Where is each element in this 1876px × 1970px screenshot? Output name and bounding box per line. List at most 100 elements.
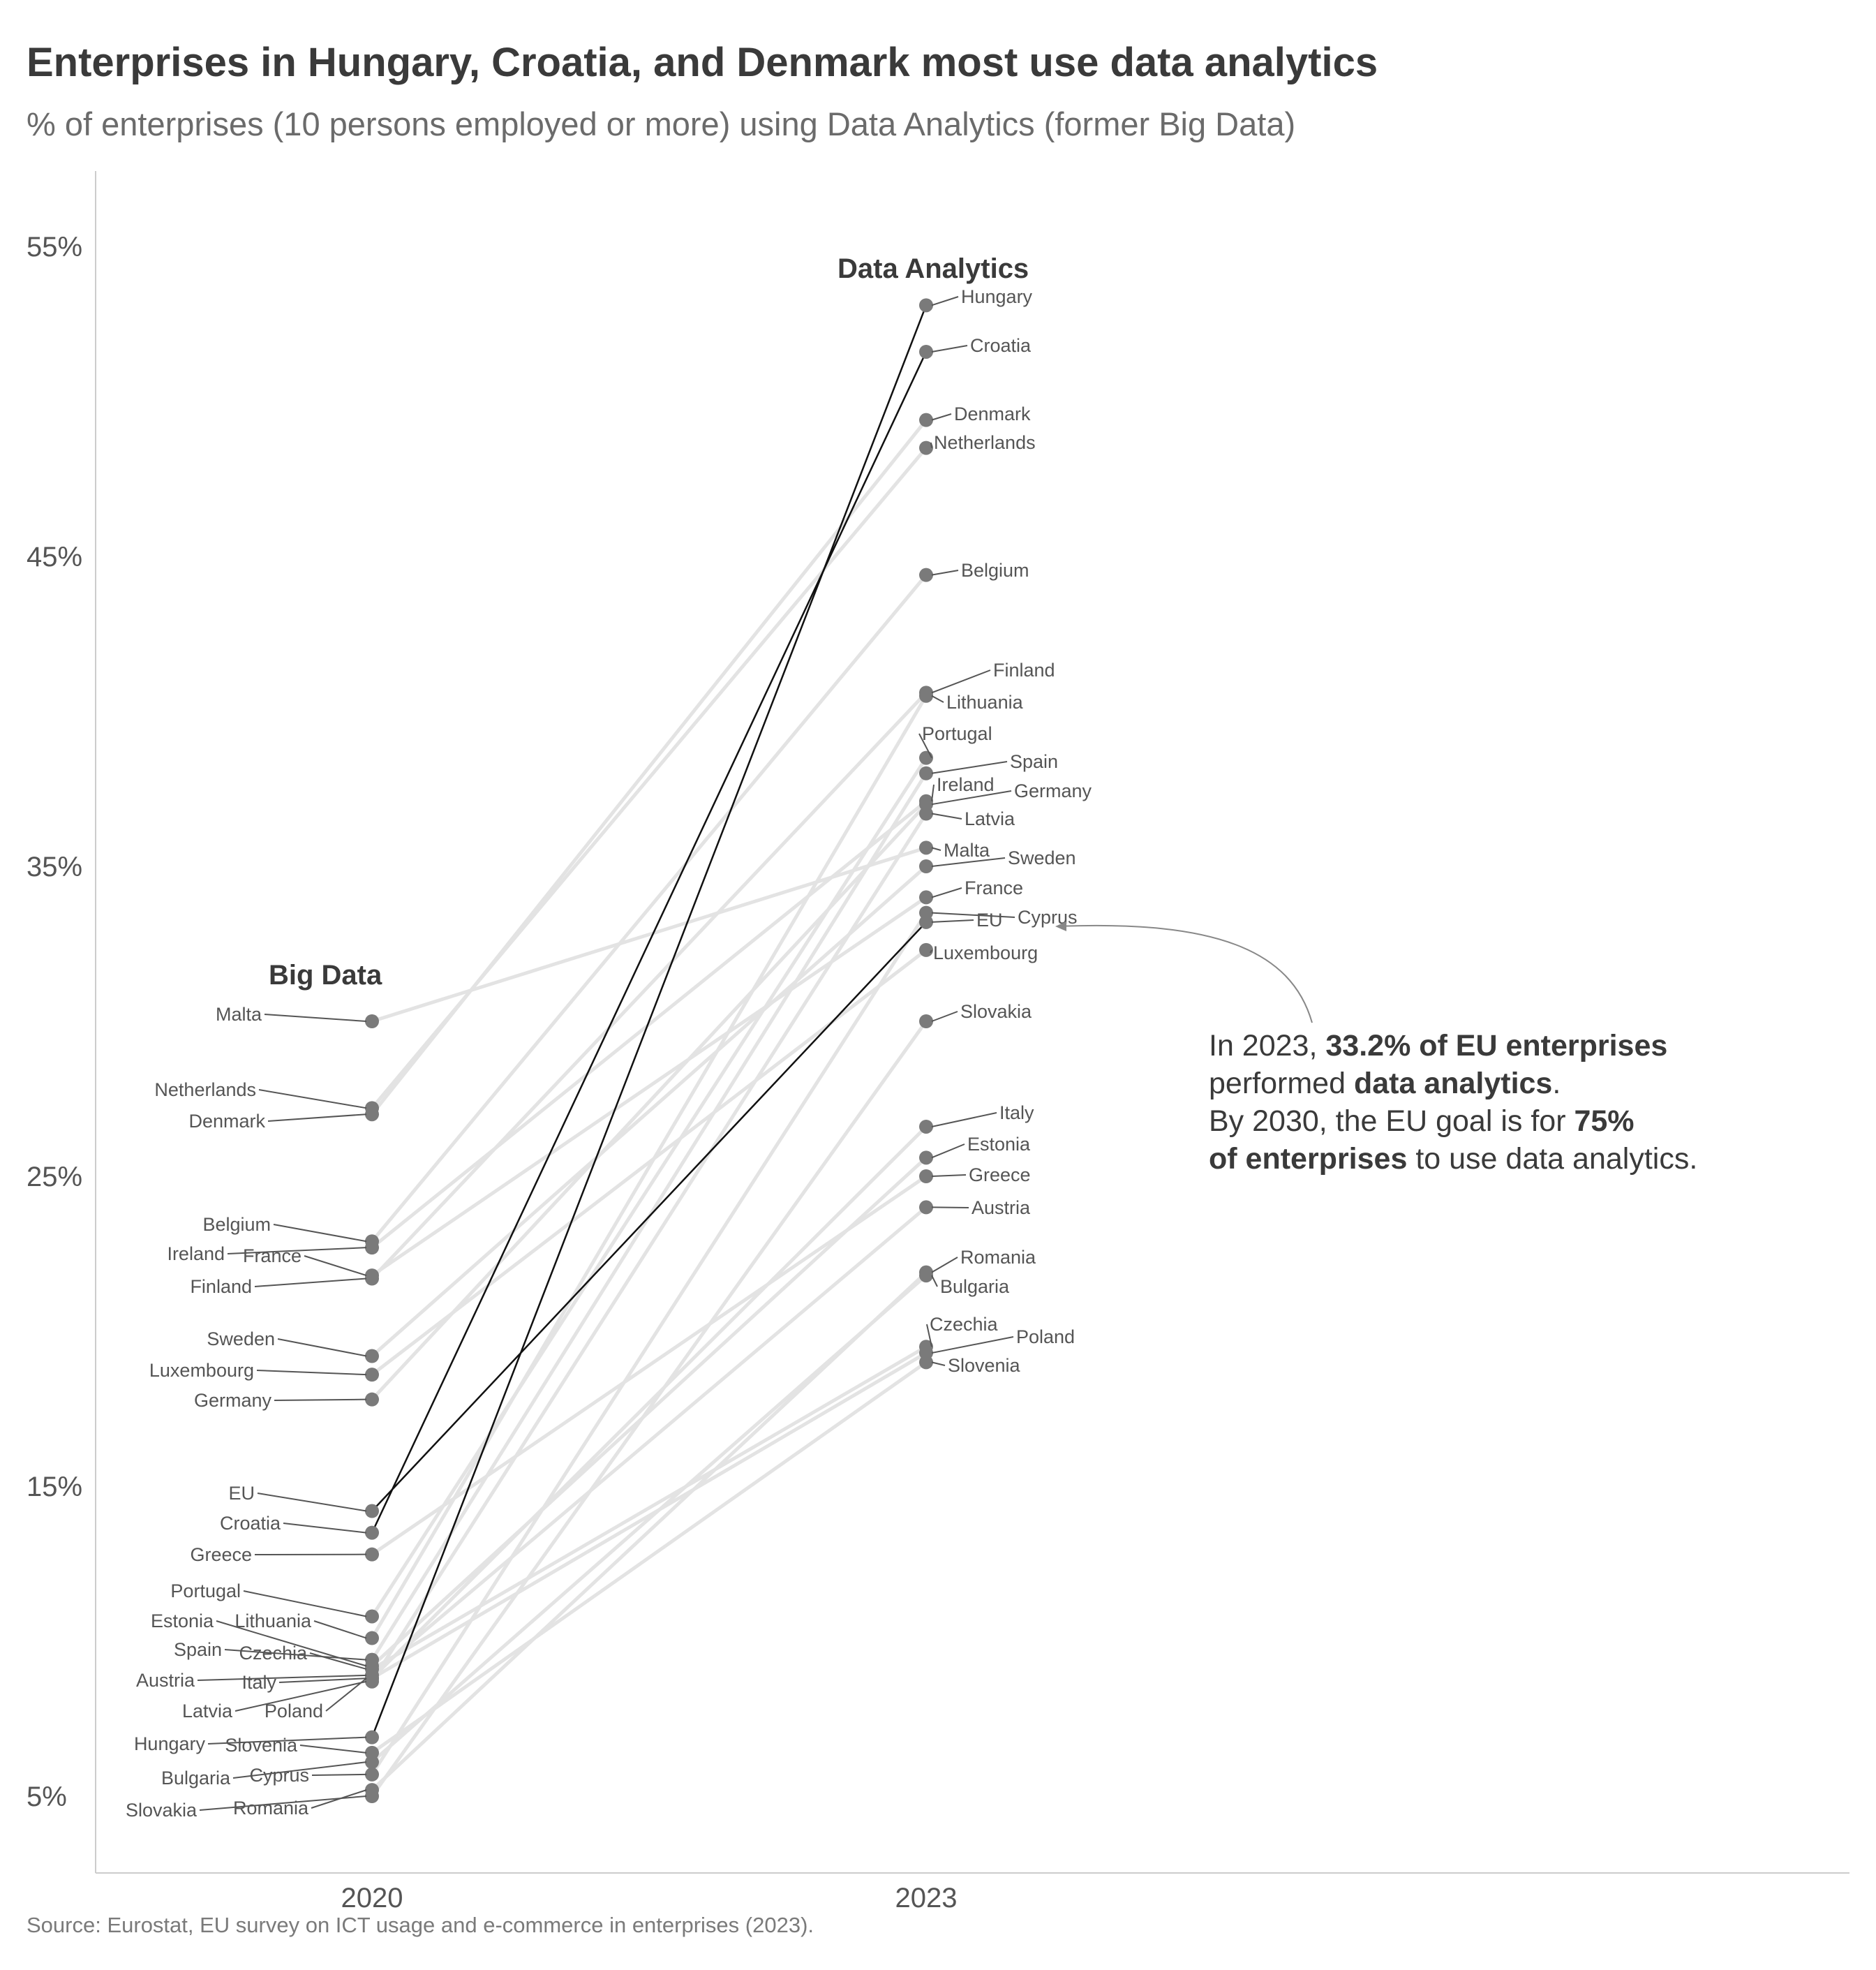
- leader-2023-spain: [931, 761, 1008, 774]
- leader-2023-poland: [931, 1336, 1014, 1354]
- leader-2020-latvia: [234, 1680, 367, 1712]
- leader-2020-czechia: [309, 1652, 367, 1670]
- label-2020-ireland: Ireland: [167, 1243, 225, 1264]
- label-2020-finland: Finland: [190, 1276, 252, 1297]
- annotation-segment-1-2: 33.2% of EU enterprises: [1325, 1029, 1667, 1062]
- leader-2023-ireland: [931, 784, 935, 801]
- point-2020-croatia: [365, 1525, 379, 1540]
- point-2023-hungary: [919, 298, 933, 313]
- label-2023-belgium: Belgium: [961, 560, 1029, 581]
- leader-2023-estonia: [931, 1143, 965, 1159]
- leader-2023-lithuania: [931, 695, 944, 703]
- label-2020-luxembourg: Luxembourg: [149, 1360, 254, 1381]
- series-line-croatia: [371, 350, 928, 1534]
- annotation-segment-1-1: In 2023,: [1209, 1029, 1325, 1062]
- label-2023-malta: Malta: [944, 840, 990, 861]
- point-2023-lithuania: [919, 688, 933, 703]
- label-2023-lithuania: Lithuania: [946, 692, 1024, 713]
- label-2020-greece: Greece: [190, 1544, 252, 1565]
- label-2023-czechia: Czechia: [930, 1314, 999, 1335]
- leader-2023-cyprus: [931, 912, 1015, 918]
- label-2023-eu: EU: [976, 910, 1003, 931]
- point-2023-eu: [919, 914, 933, 929]
- annotation-segment-4-2: to use data analytics.: [1407, 1142, 1697, 1176]
- label-2020-hungary: Hungary: [134, 1733, 206, 1754]
- leader-2020-portugal: [243, 1590, 367, 1617]
- point-2023-bulgaria: [919, 1268, 933, 1283]
- label-2020-france: France: [243, 1245, 302, 1266]
- point-2023-greece: [919, 1169, 933, 1183]
- point-2020-hungary: [365, 1730, 379, 1745]
- annotation-segment-2-3: .: [1552, 1067, 1561, 1100]
- label-2020-austria: Austria: [136, 1670, 195, 1691]
- point-2020-portugal: [365, 1609, 379, 1624]
- leader-2023-denmark: [931, 413, 952, 421]
- leader-2020-romania: [311, 1789, 367, 1809]
- leader-2020-poland: [325, 1678, 367, 1712]
- series-line-ireland: [370, 799, 928, 1250]
- leader-2020-belgium: [273, 1224, 367, 1243]
- leader-2023-croatia: [931, 345, 968, 353]
- label-2023-france: France: [965, 877, 1023, 898]
- point-2020-slovenia: [365, 1745, 379, 1760]
- point-2020-malta: [365, 1014, 379, 1028]
- y-tick-label-35: 35%: [27, 852, 82, 882]
- data-points: [365, 298, 933, 1803]
- series-line-malta: [370, 845, 928, 1023]
- label-2020-lithuania: Lithuania: [234, 1610, 312, 1631]
- leader-2023-slovakia: [931, 1011, 958, 1022]
- label-2020-latvia: Latvia: [182, 1701, 233, 1721]
- point-2020-ireland: [365, 1240, 379, 1255]
- label-2023-denmark: Denmark: [954, 403, 1031, 424]
- annotation-line-4: of enterprises to use data analytics.: [1209, 1142, 1697, 1176]
- leader-2023-germany: [931, 790, 1012, 806]
- annotation-line-3: By 2030, the EU goal is for 75%: [1209, 1104, 1635, 1138]
- series-line-slovenia: [370, 1360, 928, 1755]
- label-2023-italy: Italy: [999, 1102, 1034, 1123]
- label-2020-netherlands: Netherlands: [154, 1079, 256, 1100]
- label-2023-finland: Finland: [993, 660, 1055, 681]
- label-2020-poland: Poland: [265, 1701, 323, 1721]
- label-2023-greece: Greece: [969, 1164, 1031, 1185]
- point-2020-lithuania: [365, 1631, 379, 1645]
- label-2023-germany: Germany: [1014, 780, 1092, 801]
- point-2020-netherlands: [365, 1101, 379, 1116]
- x-tick-label-2023: 2023: [895, 1883, 958, 1913]
- point-2020-cyprus: [365, 1767, 379, 1782]
- annotation-line-2: performed data analytics.: [1209, 1067, 1561, 1100]
- label-2023-slovenia: Slovenia: [948, 1355, 1021, 1376]
- label-2023-netherlands: Netherlands: [934, 432, 1036, 453]
- annotation-segment-4-1: of enterprises: [1209, 1142, 1407, 1176]
- leader-2020-ireland: [227, 1247, 367, 1254]
- y-tick-label-5: 5%: [27, 1782, 67, 1812]
- leader-2023-czechia: [926, 1324, 932, 1347]
- x-tick-label-2020: 2020: [341, 1883, 403, 1913]
- point-2023-france: [919, 890, 933, 905]
- leader-2020-bulgaria: [232, 1761, 367, 1779]
- label-2020-denmark: Denmark: [188, 1111, 265, 1132]
- annotation-segment-3-2: 75%: [1574, 1104, 1634, 1138]
- label-2020-sweden: Sweden: [207, 1328, 275, 1349]
- series-line-luxembourg: [370, 948, 928, 1377]
- label-2020-portugal: Portugal: [170, 1580, 241, 1601]
- y-tick-label-45: 45%: [27, 542, 82, 572]
- label-2023-portugal: Portugal: [922, 723, 992, 744]
- series-line-estonia: [370, 1155, 928, 1668]
- point-2023-estonia: [919, 1150, 933, 1165]
- label-2023-bulgaria: Bulgaria: [940, 1276, 1010, 1297]
- series-line-czechia: [370, 1345, 928, 1671]
- point-2020-sweden: [365, 1349, 379, 1363]
- leader-2020-lithuania: [313, 1620, 367, 1639]
- annotation-segment-3-1: By 2030, the EU goal is for: [1209, 1104, 1574, 1138]
- leader-2023-malta: [931, 847, 941, 851]
- label-2023-estonia: Estonia: [967, 1134, 1031, 1155]
- leader-2023-bulgaria: [931, 1275, 938, 1287]
- label-2023-cyprus: Cyprus: [1018, 907, 1078, 928]
- point-2020-france: [365, 1268, 379, 1283]
- leader-2020-malta: [264, 1014, 367, 1022]
- leader-2023-luxembourg: [930, 949, 932, 954]
- point-2023-austria: [919, 1200, 933, 1215]
- point-2020-eu: [365, 1504, 379, 1518]
- label-2020-slovenia: Slovenia: [225, 1735, 298, 1756]
